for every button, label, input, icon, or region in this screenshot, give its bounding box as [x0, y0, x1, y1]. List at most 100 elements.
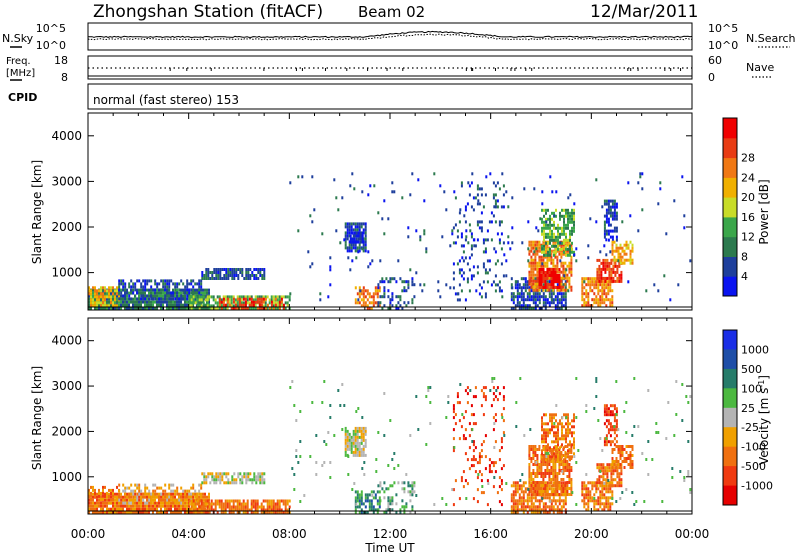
range-gate-cell	[360, 435, 363, 439]
range-gate-cell	[554, 295, 557, 299]
range-gate-cell	[601, 487, 604, 491]
range-gate-cell	[108, 300, 110, 304]
range-gate-cell	[276, 304, 279, 308]
range-gate-cell	[166, 504, 168, 508]
range-gate-cell	[350, 441, 353, 445]
range-gate-cell	[540, 469, 543, 472]
range-gate-cell	[556, 288, 559, 292]
range-gate-cell	[243, 472, 246, 476]
range-gate-cell	[522, 283, 525, 287]
range-gate-cell	[603, 410, 606, 414]
range-gate-cell	[335, 229, 338, 233]
range-gate-cell	[562, 493, 565, 496]
range-gate-cell	[356, 441, 359, 445]
range-gate-cell	[136, 492, 139, 496]
range-gate-cell	[600, 270, 603, 274]
range-gate-cell	[484, 268, 487, 272]
range-gate-cell	[611, 493, 614, 497]
range-gate-cell	[204, 304, 207, 308]
range-gate-cell	[124, 495, 126, 499]
range-gate-cell	[451, 232, 454, 236]
range-gate-cell	[589, 217, 592, 221]
range-gate-cell	[315, 461, 318, 464]
range-gate-cell	[188, 489, 191, 493]
range-gate-cell	[550, 271, 553, 274]
range-gate-cell	[534, 255, 537, 259]
range-gate-cell	[484, 193, 487, 197]
range-gate-cell	[561, 232, 563, 236]
range-gate-cell	[370, 499, 373, 503]
range-gate-cell	[473, 244, 476, 248]
range-gate-cell	[548, 285, 551, 289]
range-gate-cell	[466, 280, 469, 284]
range-gate-cell	[110, 488, 112, 492]
range-gate-cell	[565, 247, 567, 251]
range-gate-cell	[478, 226, 481, 230]
range-gate-cell	[134, 489, 137, 493]
range-gate-cell	[356, 228, 359, 232]
range-gate-cell	[401, 481, 404, 485]
range-gate-cell	[238, 499, 241, 503]
range-gate-cell	[542, 481, 545, 484]
range-gate-cell	[295, 449, 298, 452]
range-gate-cell	[249, 277, 252, 280]
range-gate-cell	[208, 511, 211, 515]
range-gate-cell	[552, 268, 555, 271]
range-gate-cell	[154, 300, 156, 304]
range-gate-cell	[356, 225, 359, 229]
range-gate-cell	[88, 292, 90, 296]
range-gate-cell	[329, 268, 332, 272]
range-gate-cell	[419, 238, 422, 242]
range-gate-cell	[482, 386, 485, 390]
range-gate-cell	[564, 249, 567, 253]
range-gate-cell	[260, 303, 263, 307]
range-gate-cell	[120, 306, 122, 310]
range-gate-cell	[130, 507, 132, 511]
range-gate-cell	[621, 454, 624, 457]
range-gate-cell	[555, 425, 557, 429]
range-gate-cell	[528, 261, 531, 265]
range-gate-cell	[603, 404, 606, 408]
range-gate-cell	[552, 475, 555, 478]
range-gate-cell	[202, 291, 204, 295]
range-gate-cell	[354, 444, 357, 448]
range-gate-cell	[104, 291, 106, 295]
range-gate-cell	[146, 501, 149, 505]
range-gate-cell	[268, 508, 271, 512]
range-gate-cell	[631, 463, 634, 466]
range-gate-cell	[94, 301, 96, 305]
range-gate-cell	[236, 511, 239, 515]
range-gate-cell	[530, 511, 533, 515]
range-gate-cell	[547, 253, 549, 257]
range-gate-cell	[627, 280, 630, 284]
range-gate-cell	[104, 485, 106, 489]
range-gate-cell	[585, 304, 588, 308]
range-gate-cell	[561, 443, 563, 447]
range-gate-cell	[520, 490, 523, 494]
range-gate-cell	[232, 304, 235, 308]
range-gate-cell	[571, 443, 573, 447]
range-gate-cell	[299, 500, 302, 503]
range-gate-cell	[214, 505, 217, 509]
range-gate-cell	[122, 303, 124, 307]
range-gate-cell	[90, 304, 92, 308]
range-gate-cell	[536, 243, 539, 247]
range-gate-cell	[558, 301, 561, 305]
range-gate-cell	[601, 205, 604, 209]
range-gate-cell	[409, 493, 412, 497]
range-gate-cell	[359, 231, 362, 235]
range-gate-cell	[188, 295, 191, 299]
range-gate-cell	[364, 432, 367, 436]
range-gate-cell	[348, 222, 351, 226]
range-gate-cell	[566, 264, 569, 268]
range-gate-cell	[565, 253, 567, 257]
range-gate-cell	[212, 502, 215, 506]
range-gate-cell	[364, 222, 367, 226]
range-gate-cell	[536, 499, 539, 503]
range-gate-cell	[204, 511, 207, 515]
range-gate-cell	[362, 228, 365, 232]
range-gate-cell	[403, 301, 406, 305]
range-gate-cell	[559, 455, 561, 459]
range-gate-cell	[216, 295, 219, 299]
range-gate-cell	[94, 289, 96, 293]
